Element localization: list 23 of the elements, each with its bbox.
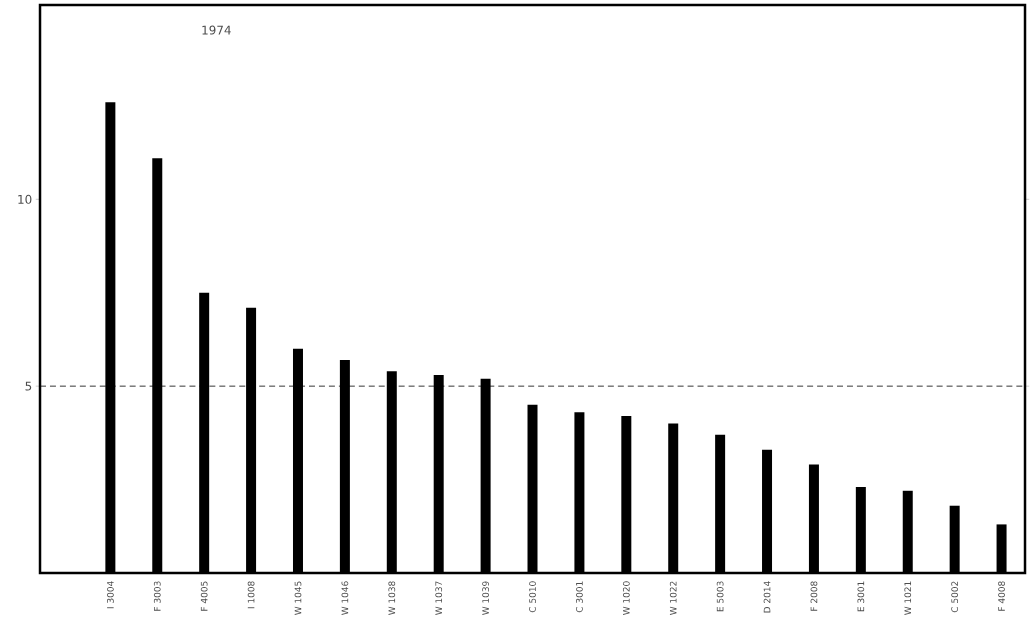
x-tick-label: D 2014 xyxy=(763,581,771,613)
x-tick-label: W 1022 xyxy=(669,581,677,615)
y-tick-label: 10 xyxy=(18,194,32,204)
annotation: 1974 xyxy=(202,25,231,35)
x-tick-label: F 4008 xyxy=(998,581,1005,611)
x-tick-label: W 1038 xyxy=(388,581,396,615)
x-tick-label: I 1008 xyxy=(247,581,255,609)
x-tick-label: W 1021 xyxy=(904,581,912,615)
x-tick-label: F 4005 xyxy=(200,581,208,611)
x-tick-label: F 3003 xyxy=(153,581,161,611)
x-tick-label: I 3004 xyxy=(106,581,114,609)
x-tick-label: E 5003 xyxy=(716,581,724,612)
y-tick-label: 5 xyxy=(25,381,32,391)
x-tick-label: W 1045 xyxy=(294,581,302,615)
x-tick-label: E 3001 xyxy=(857,581,865,612)
x-tick-label: W 1020 xyxy=(622,581,630,615)
x-tick-label: W 1039 xyxy=(482,581,489,615)
x-tick-label: C 5010 xyxy=(529,581,536,613)
x-tick-label: C 5002 xyxy=(951,581,959,613)
x-tick-label: W 1046 xyxy=(341,581,349,615)
x-tick-label: C 3001 xyxy=(576,581,583,613)
x-tick-label: F 2008 xyxy=(810,581,818,611)
x-tick-label: W 1037 xyxy=(435,581,443,615)
